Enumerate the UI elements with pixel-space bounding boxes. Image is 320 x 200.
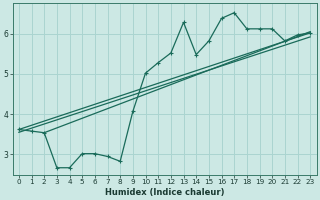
X-axis label: Humidex (Indice chaleur): Humidex (Indice chaleur) [105, 188, 224, 197]
